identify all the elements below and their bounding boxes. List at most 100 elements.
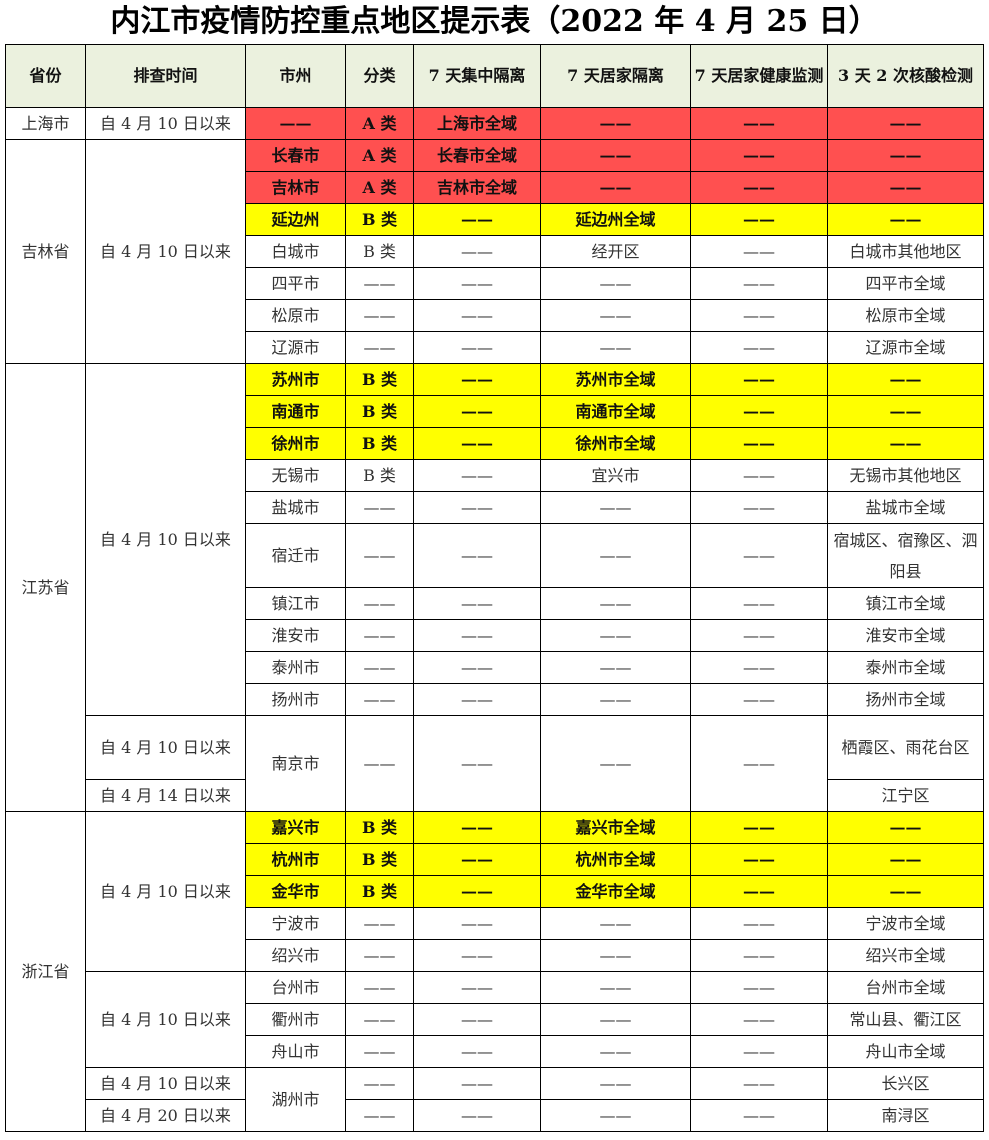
- table-row: 杭州市 B 类 —— 杭州市全域 —— ——: [6, 843, 984, 876]
- table-cell: ——: [690, 1003, 828, 1036]
- table-cell: 江苏省: [5, 363, 86, 812]
- header-row: 省份 排查时间 市州 分类 7 天集中隔离 7 天居家隔离 7 天居家健康监测 3 天 2 次…: [5, 44, 984, 108]
- table-cell: 长春市全域: [413, 139, 541, 172]
- key-areas-table: 省份 排查时间 市州 分类 7 天集中隔离 7 天居家隔离 7 天居家健康监测 3 天 2 次…: [5, 44, 984, 1132]
- table-cell: 松原市: [245, 299, 346, 332]
- table-row: 无锡市 B 类 —— 宜兴市 —— 无锡市其他地区: [6, 459, 984, 492]
- table-cell: 松原市全域: [827, 299, 984, 332]
- page-title: 内江市疫情防控重点地区提示表（2022 年 4 月 25 日）: [110, 4, 879, 39]
- table-cell: ——: [690, 1067, 828, 1100]
- table-cell: 金华市: [245, 875, 346, 908]
- header-category: 分类: [345, 44, 414, 108]
- table-cell: ——: [690, 459, 828, 492]
- table-cell: ——: [540, 683, 691, 716]
- table-row: 江苏省自 4 月 10 日以来 苏州市 B 类 —— 苏州市全域 —— ——: [5, 363, 984, 812]
- table-cell: ——: [540, 1035, 691, 1068]
- table-row: 淮安市 —— —— —— —— 淮安市全域: [6, 619, 984, 652]
- table-cell: ——: [413, 619, 541, 652]
- table-cell: 辽源市: [245, 331, 346, 364]
- table-cell: 长春市: [245, 139, 346, 172]
- table-cell: ——: [690, 1099, 828, 1132]
- table-cell: ——: [413, 523, 541, 588]
- table-cell: ——: [690, 203, 828, 236]
- table-cell: B 类: [345, 363, 414, 396]
- table-cell: 江宁区: [827, 779, 984, 812]
- table-cell: ——: [690, 619, 828, 652]
- table-cell: ——: [690, 683, 828, 716]
- table-cell: A 类: [345, 171, 414, 204]
- table-cell: ——: [690, 523, 828, 588]
- table-cell: ——: [413, 203, 541, 236]
- table-cell: 镇江市全域: [827, 587, 984, 620]
- table-cell: 杭州市: [245, 843, 346, 876]
- table-cell: ——: [540, 523, 691, 588]
- table-cell: ——: [690, 491, 828, 524]
- table-row: 金华市 B 类 —— 金华市全域 —— ——: [6, 875, 984, 908]
- table-cell: ——: [540, 107, 691, 140]
- table-row: 浙江省自 4 月 10 日以来 嘉兴市 B 类 —— 嘉兴市全域 —— ——: [5, 811, 984, 1132]
- table-cell: ——: [540, 619, 691, 652]
- table-row: 自 4 月 14 日以来 江宁区: [6, 779, 984, 812]
- table-row: 盐城市 —— —— —— —— 盐城市全域: [6, 491, 984, 524]
- table-cell: 常山县、衢江区: [827, 1003, 984, 1036]
- table-cell: 盐城市全域: [827, 491, 984, 524]
- table-cell: ——: [690, 715, 828, 812]
- table-cell: A 类: [345, 139, 414, 172]
- table-cell: ——: [540, 139, 691, 172]
- table-row: 白城市 B 类 —— 经开区 —— 白城市其他地区: [6, 235, 984, 268]
- table-row: 延边州 B 类 —— 延边州全域 —— ——: [6, 203, 984, 236]
- table-row: 衢州市 —— —— —— —— 常山县、衢江区: [6, 1003, 984, 1036]
- table-cell: 白城市其他地区: [827, 235, 984, 268]
- table-cell: 南浔区: [827, 1099, 984, 1132]
- table-cell: 吉林市全域: [413, 171, 541, 204]
- table-cell: 白城市: [245, 235, 346, 268]
- table-cell: 辽源市全域: [827, 331, 984, 364]
- table-cell: A 类: [345, 107, 414, 140]
- table-cell: B 类: [345, 395, 414, 428]
- table-cell: ——: [540, 171, 691, 204]
- table-cell: ——: [413, 651, 541, 684]
- table-cell: B 类: [345, 843, 414, 876]
- table-cell: ——: [413, 459, 541, 492]
- table-cell: 上海市: [5, 107, 86, 140]
- table-cell: B 类: [345, 235, 414, 268]
- header-centralized-quarantine: 7 天集中隔离: [413, 44, 541, 108]
- table-cell: ——: [690, 971, 828, 1004]
- table-cell: ——: [540, 651, 691, 684]
- table-cell: ——: [345, 715, 414, 812]
- table-cell: 衢州市: [245, 1003, 346, 1036]
- table-cell: B 类: [345, 875, 414, 908]
- table-cell: 宁波市全域: [827, 907, 984, 940]
- table-cell: ——: [345, 299, 414, 332]
- table-cell: ——: [345, 587, 414, 620]
- table-cell: ——: [413, 843, 541, 876]
- table-cell: 泰州市全域: [827, 651, 984, 684]
- table-cell: 绍兴市全域: [827, 939, 984, 972]
- table-cell: ——: [413, 875, 541, 908]
- table-cell: ——: [413, 427, 541, 460]
- table-cell: 自 4 月 10 日以来: [85, 139, 246, 364]
- table-row: 上海市自 4 月 10 日以来 —— A 类上海市全域 —— —— ——: [5, 107, 984, 140]
- table-cell: ——: [413, 715, 541, 812]
- table-cell: 四平市: [245, 267, 346, 300]
- table-cell: 宿迁市: [245, 523, 346, 588]
- table-cell: B 类: [345, 427, 414, 460]
- table-cell: 上海市全域: [413, 107, 541, 140]
- table-cell: 徐州市全域: [540, 427, 691, 460]
- table-cell: 苏州市全域: [540, 363, 691, 396]
- header-check-time: 排查时间: [85, 44, 246, 108]
- header-health-monitoring: 7 天居家健康监测: [690, 44, 828, 108]
- table-row: 自 4 月 10 日以来 湖州市 —— —— —— —— 长兴区: [6, 1067, 984, 1132]
- table-row: 吉林市 A 类吉林市全域 —— —— ——: [6, 171, 984, 204]
- table-row: 徐州市 B 类 —— 徐州市全域 —— ——: [6, 427, 984, 460]
- table-cell: ——: [540, 1067, 691, 1100]
- table-cell: 台州市: [245, 971, 346, 1004]
- table-cell: ——: [690, 651, 828, 684]
- table-cell: 镇江市: [245, 587, 346, 620]
- table-row: 吉林省自 4 月 10 日以来 长春市 A 类长春市全域 —— —— ——: [5, 139, 984, 364]
- table-cell: 自 4 月 10 日以来: [85, 1067, 246, 1100]
- table-cell: ——: [345, 1035, 414, 1068]
- table-row: 绍兴市 —— —— —— —— 绍兴市全域: [6, 939, 984, 972]
- table-cell: 南通市: [245, 395, 346, 428]
- table-cell: ——: [413, 971, 541, 1004]
